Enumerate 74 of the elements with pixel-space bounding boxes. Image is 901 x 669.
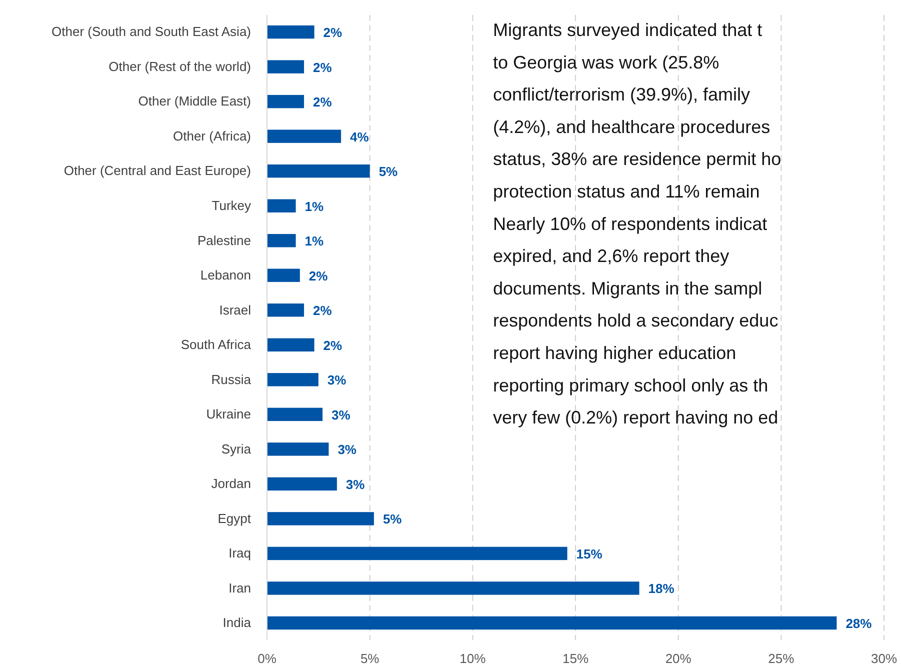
annotation: very few (0.2%) report having no ed bbox=[493, 408, 778, 428]
data-label: 4% bbox=[350, 129, 370, 144]
annotation: Migrants surveyed indicated that t bbox=[493, 20, 762, 40]
annotation: reporting primary school only as th bbox=[493, 375, 768, 396]
y-tick-label: Iran bbox=[228, 580, 251, 596]
data-label: 18% bbox=[648, 581, 675, 596]
bar bbox=[267, 25, 314, 39]
bar bbox=[267, 442, 329, 456]
x-tick-label: 20% bbox=[665, 651, 692, 666]
bar bbox=[267, 164, 370, 178]
bar bbox=[267, 94, 304, 108]
x-tick-label: 25% bbox=[768, 651, 795, 666]
x-tick-label: 30% bbox=[870, 651, 898, 666]
x-tick-label: 0% bbox=[258, 651, 277, 666]
data-label: 2% bbox=[313, 94, 332, 110]
y-tick-label: Ukraine bbox=[206, 406, 251, 422]
data-label: 2% bbox=[313, 60, 332, 75]
y-tick-label: Syria bbox=[221, 441, 252, 456]
annotation: expired, and 2,6% report they bbox=[493, 246, 730, 266]
bar bbox=[267, 234, 296, 248]
bar bbox=[267, 616, 837, 630]
bar bbox=[267, 130, 342, 143]
x-tick-label: 10% bbox=[460, 651, 486, 666]
y-tick-label: Israel bbox=[219, 302, 252, 318]
y-tick-label: Other (Rest of the world) bbox=[108, 58, 251, 74]
y-tick-label: Other (Middle East) bbox=[138, 94, 251, 109]
x-tick-label: 5% bbox=[360, 651, 380, 666]
annotation: protection status and 11% remain bbox=[493, 182, 760, 202]
data-label: 1% bbox=[304, 234, 324, 249]
bar bbox=[267, 373, 318, 386]
bar bbox=[267, 60, 304, 74]
annotation: Nearly 10% of respondents indicat bbox=[493, 214, 768, 234]
data-label: 3% bbox=[332, 407, 351, 422]
annotation: (4.2%), and healthcare procedures bbox=[493, 116, 770, 137]
annotation: report having higher education bbox=[493, 343, 736, 363]
annotation: documents. Migrants in the sampl bbox=[493, 278, 762, 298]
data-label: 5% bbox=[382, 512, 402, 527]
y-tick-label: Iraq bbox=[228, 546, 251, 561]
y-tick-label: Lebanon bbox=[200, 268, 251, 283]
y-tick-label: Other (South and South East Asia) bbox=[52, 24, 251, 40]
annotation: conflict/terrorism (39.9%), family bbox=[493, 84, 750, 105]
bar bbox=[267, 512, 374, 526]
bar bbox=[267, 408, 323, 422]
data-label: 2% bbox=[313, 303, 332, 318]
data-label: 2% bbox=[308, 268, 328, 284]
bar bbox=[267, 199, 296, 212]
data-label: 2% bbox=[323, 338, 343, 353]
bar bbox=[267, 268, 300, 282]
bar bbox=[267, 338, 314, 352]
y-tick-label: Palestine bbox=[198, 232, 251, 248]
annotation: respondents hold a secondary educ bbox=[493, 310, 778, 331]
data-label: 28% bbox=[846, 616, 872, 631]
annotation: to Georgia was work (25.8% bbox=[493, 52, 720, 72]
bar bbox=[267, 304, 304, 317]
x-tick-label: 15% bbox=[562, 651, 589, 666]
bar bbox=[267, 477, 337, 491]
y-tick-label: India bbox=[222, 615, 252, 630]
bar bbox=[267, 582, 640, 595]
data-label: 2% bbox=[323, 25, 343, 40]
data-label: 3% bbox=[346, 476, 366, 492]
data-label: 3% bbox=[327, 372, 347, 388]
bar bbox=[267, 546, 568, 560]
annotation: status, 38% are residence permit ho bbox=[493, 149, 782, 170]
y-tick-label: South Africa bbox=[180, 337, 252, 352]
data-label: 15% bbox=[576, 546, 603, 562]
y-tick-label: Turkey bbox=[212, 198, 252, 213]
y-tick-label: Other (Central and East Europe) bbox=[64, 163, 251, 178]
y-tick-label: Jordan bbox=[211, 476, 251, 492]
y-tick-label: Egypt bbox=[218, 510, 252, 526]
data-label: 5% bbox=[378, 164, 398, 180]
data-label: 1% bbox=[304, 198, 324, 214]
y-tick-label: Russia bbox=[211, 372, 252, 387]
data-label: 3% bbox=[338, 442, 357, 458]
y-tick-label: Other (Africa) bbox=[172, 128, 251, 144]
